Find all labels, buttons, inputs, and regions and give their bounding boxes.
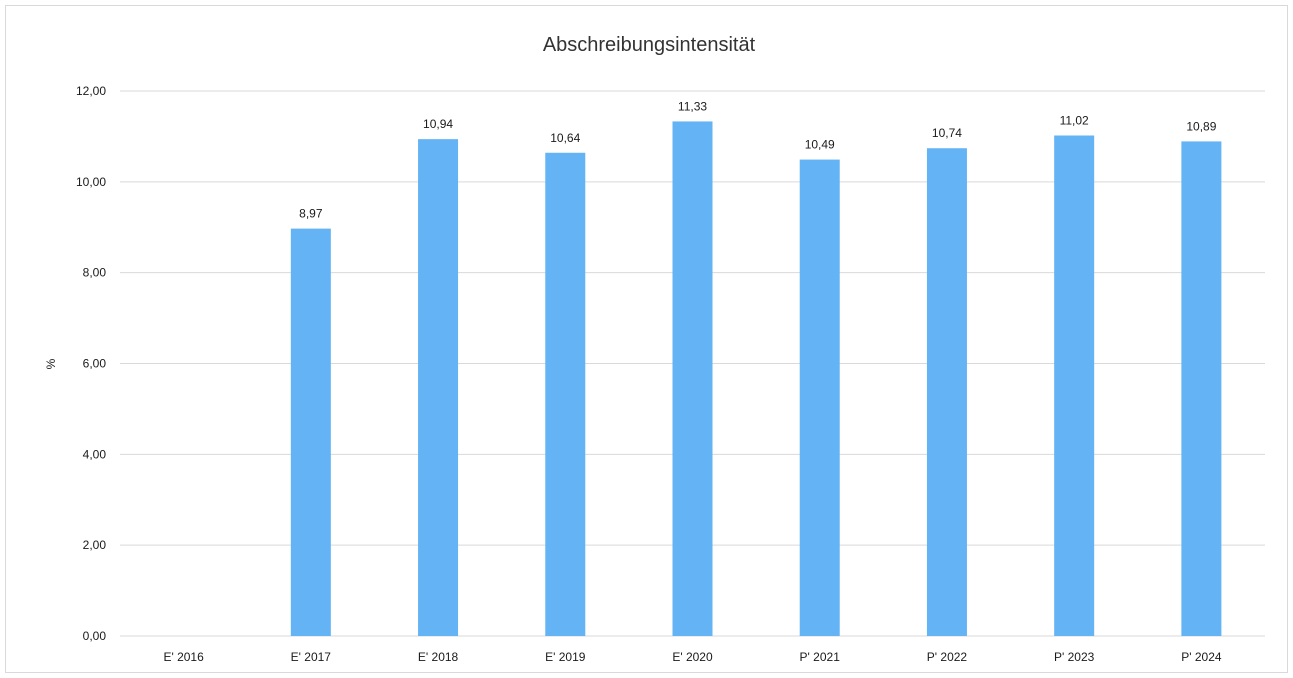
y-axis-label: %	[44, 358, 58, 369]
y-tick-label: 8,00	[83, 266, 107, 280]
data-label: 11,02	[1060, 114, 1089, 128]
y-axis-ticks: 0,00 2,00 4,00 6,00 8,00 10,00 12,00	[76, 84, 106, 643]
data-label: 10,89	[1186, 119, 1216, 133]
data-label: 8,97	[299, 207, 323, 221]
x-tick-label: P' 2021	[800, 650, 841, 664]
bar	[418, 139, 459, 636]
y-tick-label: 4,00	[83, 447, 107, 461]
data-label: 10,49	[805, 138, 835, 152]
x-axis-ticks: E' 2016 E' 2017 E' 2018 E' 2019 E' 2020 P' 20…	[163, 650, 1221, 664]
y-tick-label: 0,00	[83, 629, 107, 643]
x-tick-label: P' 2023	[1054, 650, 1095, 664]
x-tick-label: E' 2019	[545, 650, 586, 664]
bar	[1054, 135, 1095, 636]
data-label: 10,74	[932, 126, 962, 140]
data-label: 10,64	[550, 131, 580, 145]
bar	[1181, 141, 1222, 636]
bar	[545, 152, 586, 636]
data-labels: 8,97 10,94 10,64 11,33 10,49 10,74 11,02 10,89	[299, 99, 1217, 220]
y-tick-label: 2,00	[83, 538, 107, 552]
data-label: 11,33	[678, 99, 707, 113]
bar	[799, 159, 840, 636]
y-tick-label: 6,00	[83, 357, 107, 371]
y-tick-label: 12,00	[76, 84, 106, 98]
x-tick-label: E' 2017	[291, 650, 332, 664]
data-label: 10,94	[423, 117, 453, 131]
x-tick-label: P' 2022	[927, 650, 968, 664]
bar	[290, 228, 331, 637]
bar	[926, 148, 967, 636]
x-tick-label: E' 2016	[163, 650, 204, 664]
y-tick-label: 10,00	[76, 175, 106, 189]
x-tick-label: E' 2018	[418, 650, 459, 664]
bar	[672, 121, 713, 636]
bars	[290, 121, 1222, 637]
chart-title: Abschreibungsintensität	[543, 34, 756, 56]
x-tick-label: P' 2024	[1181, 650, 1222, 664]
x-tick-label: E' 2020	[672, 650, 713, 664]
